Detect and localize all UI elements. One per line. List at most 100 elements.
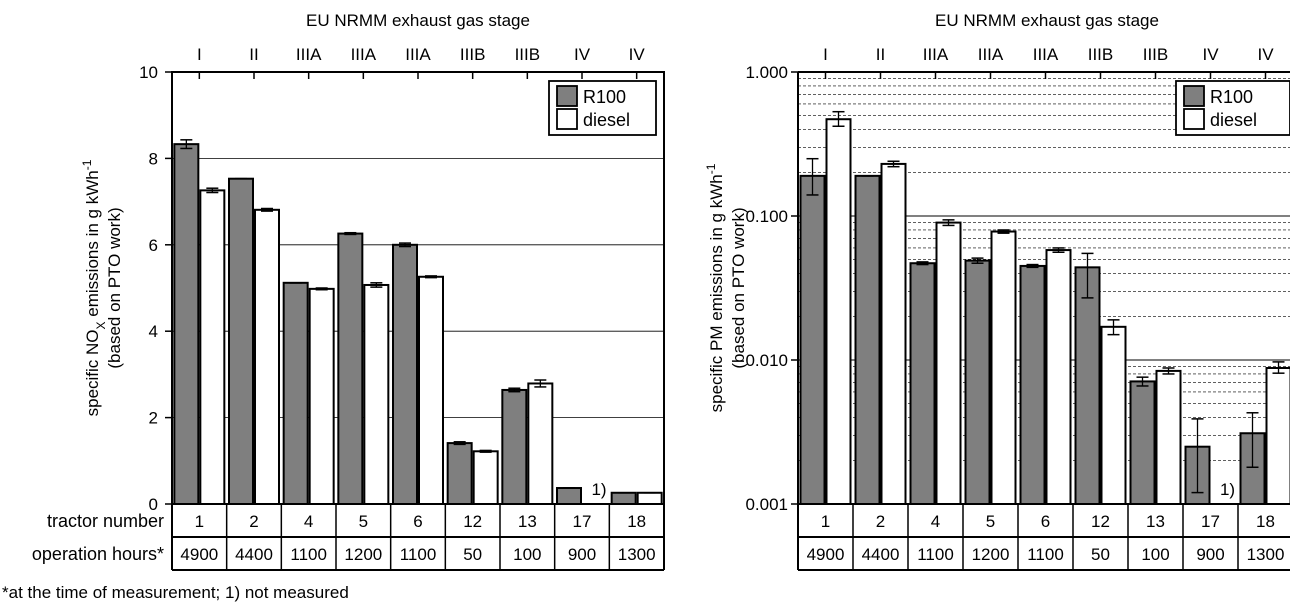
- pm-stage-label: IIIB: [1143, 45, 1169, 64]
- pm-bar-diesel: [1265, 366, 1290, 506]
- nox-ytick-label: 0: [149, 495, 158, 514]
- nox-tractor-number: 6: [413, 512, 422, 531]
- pm-bar-diesel: [1155, 369, 1182, 505]
- pm-operation-hours: 4400: [862, 545, 900, 564]
- nox-bar-r100: [556, 487, 582, 505]
- nox-ytick-label: 4: [149, 322, 158, 341]
- pm-stage-label: IV: [1257, 45, 1274, 64]
- pm-tractor-number: 17: [1201, 512, 1220, 531]
- nox-tractor-number: 1: [195, 512, 204, 531]
- nox-operation-hours: 50: [463, 545, 482, 564]
- nox-bar-diesel: [527, 382, 554, 505]
- nox-bar-diesel: [199, 189, 226, 505]
- pm-ylabel-secondary: (based on PTO work): [729, 207, 748, 368]
- nox-stage-label: IIIA: [405, 45, 431, 64]
- pm-operation-hours: 1100: [1027, 545, 1064, 564]
- nox-ytick-label: 10: [139, 63, 158, 82]
- pm-stage-label: II: [876, 45, 885, 64]
- nox-stage-label: IIIB: [515, 45, 541, 64]
- pm-title: EU NRMM exhaust gas stage: [935, 11, 1159, 30]
- nox-bar-diesel: [636, 491, 663, 506]
- nox-bar-diesel: [363, 283, 390, 506]
- pm-ylabel: specific PM emissions in g kWh-1: [704, 163, 726, 412]
- nox-operation-hours: 100: [513, 545, 541, 564]
- nox-operation-hours: 1300: [618, 545, 656, 564]
- nox-bar-diesel: [418, 275, 444, 505]
- footnote: *at the time of measurement; 1) not meas…: [2, 583, 349, 602]
- pm-annotation-not-measured: 1): [1220, 480, 1235, 499]
- nox-bar-r100: [610, 491, 637, 506]
- nox-operation-hours: 900: [568, 545, 596, 564]
- pm-tractor-number: 12: [1091, 512, 1110, 531]
- nox-bar-diesel: [308, 287, 335, 506]
- nox-stage-label: IIIB: [460, 45, 486, 64]
- pm-stage-label: IIIB: [1088, 45, 1114, 64]
- nox-stage-label: IIIA: [351, 45, 377, 64]
- pm-bar-r100: [799, 174, 826, 506]
- nox-stage-label: IV: [629, 45, 646, 64]
- row-label-tractor-number: tractor number: [47, 511, 164, 531]
- nox-ytick-label: 8: [149, 149, 158, 168]
- nox-operation-hours: 4400: [235, 545, 273, 564]
- nox-title: EU NRMM exhaust gas stage: [306, 11, 530, 30]
- nox-bar-r100: [337, 232, 364, 505]
- pm-tractor-number: 6: [1041, 512, 1050, 531]
- nox-ylabel: specific NOX emissions in g kWh-1: [80, 159, 108, 416]
- pm-legend-label-r100: R100: [1210, 87, 1253, 107]
- pm-operation-hours: 50: [1091, 545, 1110, 564]
- nox-operation-hours: 4900: [180, 545, 218, 564]
- pm-bar-r100: [909, 262, 936, 505]
- pm-legend-label-diesel: diesel: [1210, 110, 1257, 130]
- nox-bar-r100: [392, 243, 418, 506]
- nox-stage-label: IIIA: [296, 45, 322, 64]
- pm-ytick-label: 0.001: [745, 495, 788, 514]
- row-label-operation-hours: operation hours*: [32, 544, 164, 564]
- nox-ylabel-secondary: (based on PTO work): [105, 207, 124, 368]
- nox-tractor-number: 18: [627, 512, 646, 531]
- pm-operation-hours: 900: [1196, 545, 1224, 564]
- nox-operation-hours: 1100: [400, 545, 437, 564]
- nox-bar-r100: [501, 388, 528, 505]
- nox-legend-label-r100: R100: [583, 87, 626, 107]
- nox-stage-label: I: [197, 45, 202, 64]
- pm-tractor-number: 5: [986, 512, 995, 531]
- pm-bar-diesel: [990, 230, 1017, 505]
- pm-stage-label: IIIA: [1033, 45, 1059, 64]
- nox-legend-swatch-diesel: [556, 108, 578, 130]
- pm-operation-hours: 4900: [807, 545, 845, 564]
- nox-bar-diesel: [254, 208, 280, 505]
- pm-bar-r100: [854, 174, 881, 506]
- nox-ytick-label: 6: [149, 236, 158, 255]
- pm-ytick-label: 1.000: [745, 63, 788, 82]
- pm-bar-r100: [1129, 380, 1156, 505]
- pm-stage-label: I: [823, 45, 828, 64]
- nox-tractor-number: 13: [518, 512, 537, 531]
- nox-stage-label: IV: [574, 45, 591, 64]
- pm-operation-hours: 1200: [972, 545, 1010, 564]
- pm-bar-r100: [1019, 264, 1046, 506]
- nox-tractor-number: 4: [304, 512, 313, 531]
- pm-operation-hours: 1100: [917, 545, 954, 564]
- pm-bar-diesel: [825, 118, 852, 506]
- nox-bar-r100: [228, 177, 254, 505]
- pm-stage-label: IIIA: [923, 45, 949, 64]
- pm-operation-hours: 1300: [1247, 545, 1285, 564]
- nox-bar-diesel: [472, 450, 499, 505]
- pm-bar-diesel: [1045, 249, 1072, 505]
- nox-ytick-label: 2: [149, 409, 158, 428]
- nox-operation-hours: 1100: [290, 545, 327, 564]
- nox-legend-swatch-r100: [556, 85, 578, 107]
- pm-bar-diesel: [880, 162, 907, 505]
- pm-tractor-number: 2: [876, 512, 885, 531]
- nox-legend-label-diesel: diesel: [583, 110, 630, 130]
- nox-bar-r100: [173, 143, 200, 505]
- pm-tractor-number: 4: [931, 512, 940, 531]
- nox-stage-label: II: [249, 45, 258, 64]
- nox-annotation-not-measured: 1): [591, 480, 606, 499]
- nox-operation-hours: 1200: [344, 545, 382, 564]
- pm-bar-r100: [964, 259, 991, 505]
- pm-legend-swatch-diesel: [1183, 108, 1205, 130]
- nox-tractor-number: 5: [359, 512, 368, 531]
